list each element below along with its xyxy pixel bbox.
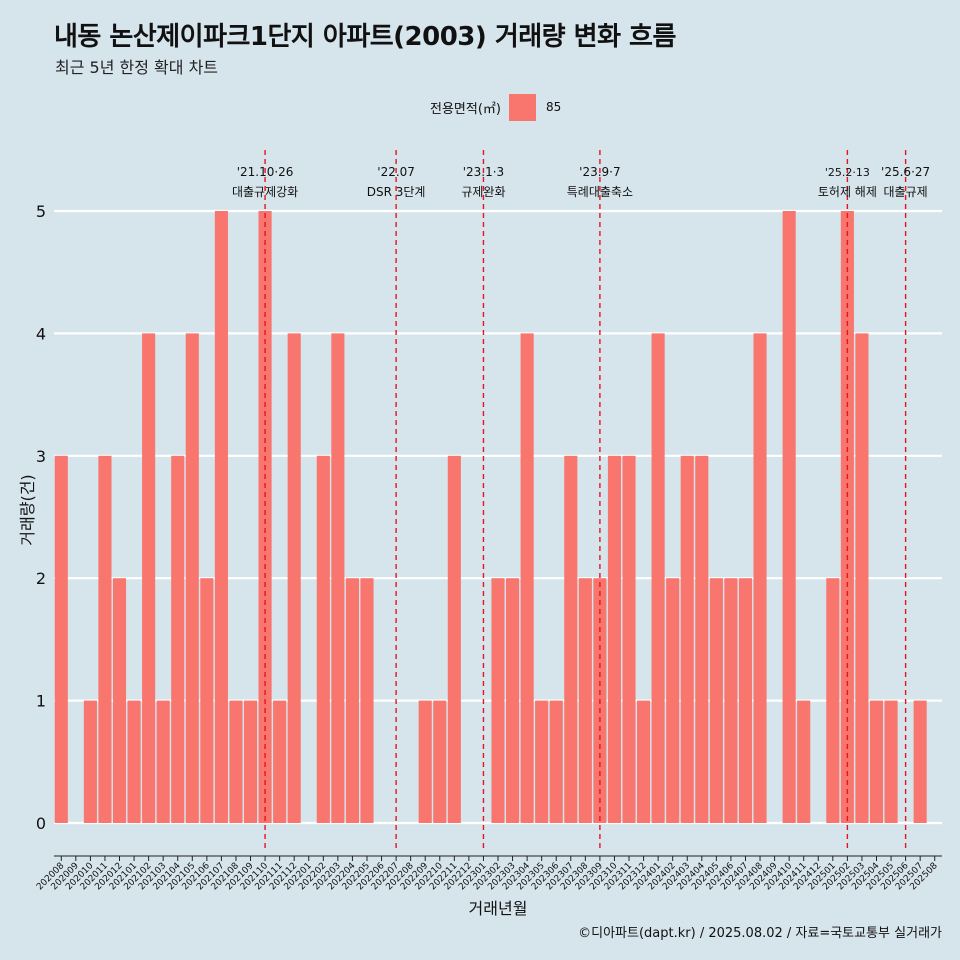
annotation-date: '22.07 <box>377 165 415 179</box>
bar-202507 <box>913 700 927 823</box>
legend-title: 전용면적(㎡) <box>430 101 501 117</box>
bar-202502 <box>840 211 854 823</box>
bar-202406 <box>724 578 738 823</box>
bar-202102 <box>142 333 156 823</box>
y-axis-title: 거래량(건) <box>18 474 37 545</box>
bar-202307 <box>564 455 578 823</box>
bar-202504 <box>869 700 884 823</box>
annotation-label: 특례대출축소 <box>567 185 633 199</box>
bar-202011 <box>98 455 112 823</box>
bar-202012 <box>112 578 127 823</box>
y-tick-label: 0 <box>36 814 46 833</box>
bar-202401 <box>651 333 665 823</box>
source-caption: ©디아파트(dapt.kr) / 2025.08.02 / 자료=국토교통부 실… <box>578 926 942 941</box>
bar-202205 <box>360 578 374 823</box>
bar-202109 <box>243 700 258 823</box>
bar-202210 <box>433 700 447 823</box>
bar-202104 <box>171 455 185 823</box>
chart-title: 내동 논산제이파크1단지 아파트(2003) 거래량 변화 흐름 <box>54 22 676 52</box>
annotation-label: 대출규제 <box>884 185 928 199</box>
annotation-date: '23.1·3 <box>463 165 504 179</box>
annotation-label: 대출규제강화 <box>232 185 298 199</box>
bar-202404 <box>695 455 709 823</box>
bar-202203 <box>331 333 345 823</box>
bar-202408 <box>753 333 767 823</box>
bar-202403 <box>680 455 694 823</box>
bar-202204 <box>345 578 359 823</box>
annotation-date: '23.9·7 <box>579 165 620 179</box>
bar-202302 <box>491 578 505 823</box>
y-tick-label: 1 <box>36 692 46 711</box>
bar-202503 <box>855 333 869 823</box>
bar-202310 <box>607 455 622 823</box>
bar-202411 <box>797 700 811 823</box>
bar-202103 <box>156 700 170 823</box>
y-tick-label: 3 <box>36 447 46 466</box>
bar-202110 <box>258 211 272 823</box>
annotation-label: 토허제 해제 <box>818 185 877 199</box>
legend: 전용면적(㎡) 85 <box>430 92 561 122</box>
annotation-label: 규제완화 <box>461 185 505 199</box>
bar-202311 <box>622 455 636 823</box>
bar-202304 <box>520 333 534 823</box>
x-axis-title: 거래년월 <box>469 899 528 918</box>
bar-202209 <box>418 700 432 823</box>
bar-202402 <box>666 578 680 823</box>
bar-202106 <box>200 578 214 823</box>
bar-202111 <box>273 700 287 823</box>
bar-202505 <box>884 700 898 823</box>
bar-202112 <box>287 333 301 823</box>
legend-entry: 85 <box>545 100 562 114</box>
annotation-date: '25.6·27 <box>881 165 930 179</box>
y-tick-label: 4 <box>36 324 46 343</box>
annotation-date: '25.2·13 <box>825 166 870 179</box>
bar-202010 <box>83 700 97 823</box>
bar-202008 <box>54 455 68 823</box>
bar-202107 <box>214 211 228 823</box>
bar-202407 <box>738 578 753 823</box>
annotation-date: '21.10·26 <box>237 165 294 179</box>
y-tick-label: 5 <box>36 202 46 221</box>
bar-202202 <box>316 455 330 823</box>
bar-202108 <box>229 700 243 823</box>
annotation-label: DSR 3단계 <box>367 185 426 199</box>
bar-202105 <box>185 333 199 823</box>
bar-202405 <box>709 578 723 823</box>
chart-subtitle: 최근 5년 한정 확대 차트 <box>55 58 219 77</box>
bar-202101 <box>127 700 141 823</box>
y-tick-label: 2 <box>36 569 46 588</box>
bar-202306 <box>549 700 563 823</box>
bar-202211 <box>447 455 461 823</box>
bar-202303 <box>506 578 520 823</box>
legend-swatch <box>508 93 536 121</box>
bar-202312 <box>637 700 651 823</box>
bar-202410 <box>782 211 796 823</box>
bar-202308 <box>578 578 592 823</box>
bar-202305 <box>535 700 549 823</box>
bar-202501 <box>826 578 840 823</box>
